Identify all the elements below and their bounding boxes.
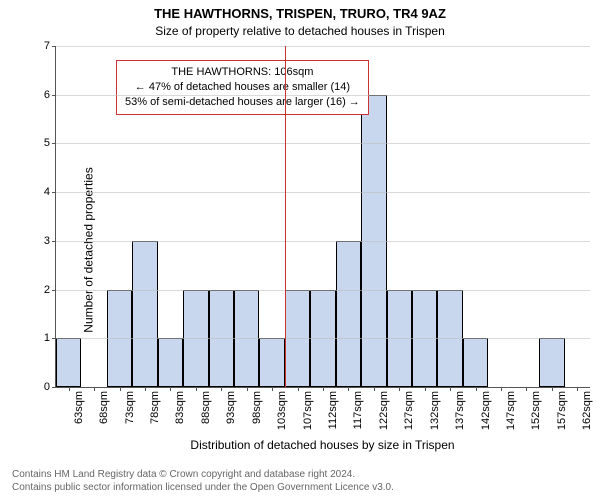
xtick-label: 122sqm [378,391,390,430]
xtick-mark [120,387,121,391]
xtick-mark [399,387,400,391]
ytick-mark [52,338,56,339]
xtick-label: 132sqm [429,391,441,430]
bar [539,338,564,387]
xtick-label: 152sqm [530,391,542,430]
xtick-label: 83sqm [174,391,186,424]
footer-line2: Contains public sector information licen… [12,481,588,494]
xtick-label: 127sqm [403,391,415,430]
xtick-mark [450,387,451,391]
ytick-label: 4 [44,186,50,198]
bar [336,241,361,387]
xtick-mark [323,387,324,391]
chart-subtitle: Size of property relative to detached ho… [0,24,600,38]
ytick-label: 3 [44,235,50,247]
xtick-label: 147sqm [505,391,517,430]
bar [463,338,488,387]
xtick-label: 107sqm [302,391,314,430]
xtick-mark [247,387,248,391]
xtick-mark [501,387,502,391]
plot-area: THE HAWTHORNS: 106sqm ← 47% of detached … [55,46,590,388]
xtick-label: 68sqm [98,391,110,424]
gridline [56,95,590,96]
annotation-line1: THE HAWTHORNS: 106sqm [125,65,360,80]
xtick-label: 73sqm [124,391,136,424]
ytick-mark [52,95,56,96]
xtick-mark [577,387,578,391]
chart-title: THE HAWTHORNS, TRISPEN, TRURO, TR4 9AZ [0,6,600,21]
ytick-mark [52,241,56,242]
gridline [56,241,590,242]
xtick-label: 98sqm [251,391,263,424]
ytick-label: 0 [44,381,50,393]
bar [56,338,81,387]
xtick-mark [196,387,197,391]
xtick-label: 78sqm [149,391,161,424]
xtick-label: 117sqm [352,391,364,429]
gridline [56,338,590,339]
xtick-mark [170,387,171,391]
xtick-label: 112sqm [327,391,339,429]
xtick-mark [94,387,95,391]
ytick-mark [52,290,56,291]
xtick-label: 157sqm [556,391,568,430]
gridline [56,46,590,47]
ytick-label: 6 [44,89,50,101]
ytick-label: 2 [44,284,50,296]
xtick-mark [526,387,527,391]
ytick-mark [52,192,56,193]
gridline [56,143,590,144]
xtick-mark [476,387,477,391]
footer-line1: Contains HM Land Registry data © Crown c… [12,468,588,481]
reference-line [285,46,286,387]
xtick-label: 88sqm [200,391,212,424]
xtick-label: 93sqm [225,391,237,424]
xtick-label: 137sqm [454,391,466,430]
xtick-mark [552,387,553,391]
x-axis-label: Distribution of detached houses by size … [55,438,590,452]
annotation-box: THE HAWTHORNS: 106sqm ← 47% of detached … [116,60,369,115]
ytick-mark [52,143,56,144]
bar [132,241,157,387]
ytick-label: 1 [44,332,50,344]
gridline [56,290,590,291]
xtick-mark [221,387,222,391]
ytick-mark [52,387,56,388]
xtick-mark [425,387,426,391]
annotation-line2: ← 47% of detached houses are smaller (14… [125,80,360,95]
footer-attribution: Contains HM Land Registry data © Crown c… [12,468,588,494]
gridline [56,192,590,193]
xtick-mark [348,387,349,391]
xtick-label: 103sqm [276,391,288,430]
xtick-mark [298,387,299,391]
xtick-mark [69,387,70,391]
xtick-mark [374,387,375,391]
ytick-label: 5 [44,137,50,149]
annotation-line3: 53% of semi-detached houses are larger (… [125,95,360,110]
bar [158,338,183,387]
xtick-mark [272,387,273,391]
xtick-label: 162sqm [581,391,593,430]
ytick-label: 7 [44,40,50,52]
xtick-mark [145,387,146,391]
ytick-mark [52,46,56,47]
bar [259,338,284,387]
xtick-label: 63sqm [73,391,85,424]
xtick-label: 142sqm [480,391,492,430]
